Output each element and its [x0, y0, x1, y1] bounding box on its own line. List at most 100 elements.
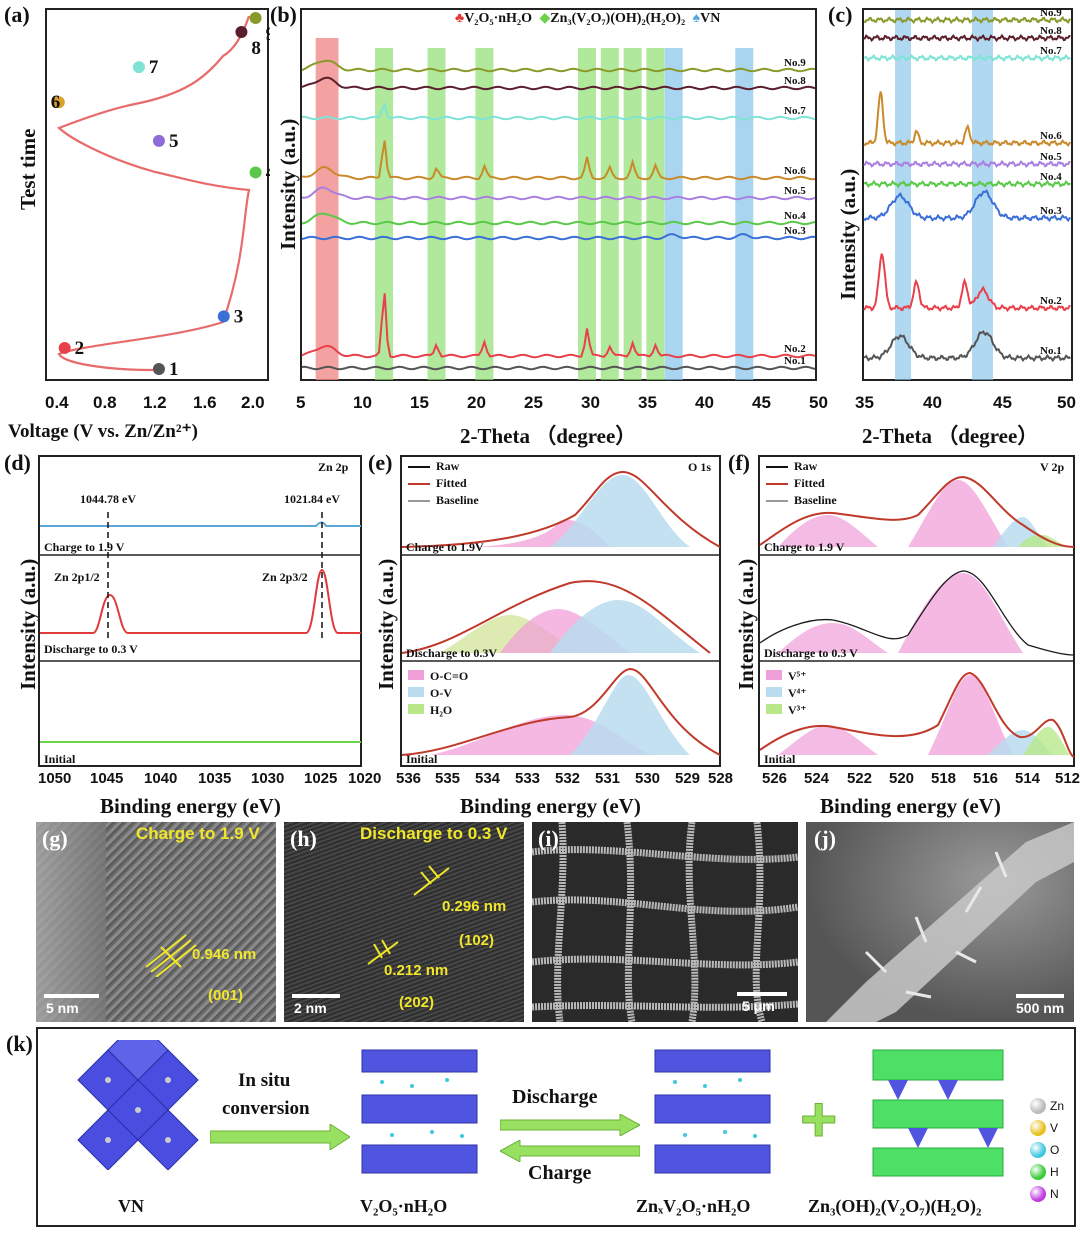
atom-legend-item: V [1030, 1117, 1074, 1139]
atom-label: V [1050, 1121, 1059, 1135]
d-state-initial: Initial [44, 752, 76, 766]
panel-d-plot [38, 455, 362, 767]
sem-image-j: (j) 500 nm [806, 822, 1074, 1022]
k-plus: + [799, 1083, 838, 1156]
atom-label: Zn [1050, 1099, 1065, 1113]
a-xtick: 0.4 [45, 393, 69, 412]
b-band-zn [646, 48, 665, 380]
b-band-vn [735, 48, 754, 380]
a-point-1 [152, 363, 165, 375]
panel-e-xlabel: Binding energy (eV) [460, 794, 641, 818]
panel-a-label: (a) [4, 2, 30, 27]
panel-f-plot [758, 455, 1075, 767]
f-xtick: 516 [973, 770, 999, 787]
k-charge: Charge [528, 1162, 592, 1184]
a-point-label-2: 2 [75, 338, 85, 359]
a-point-6 [52, 96, 65, 109]
f-legend-fitted: Fitted [766, 475, 837, 492]
panel-d-xlabel: Binding energy (eV) [100, 794, 281, 818]
panel-c-xlabel: 2-Theta （degree） [862, 424, 1039, 448]
c-curve [863, 253, 1071, 313]
h-scale: 2 nm [294, 1000, 327, 1016]
b-band-zn [578, 48, 596, 380]
g-plane: (001) [208, 987, 244, 1004]
atom-legend-item: H [1030, 1161, 1074, 1183]
a-point-label-4: 4 [266, 162, 270, 183]
e-legend-ocoo: O-C=O [408, 668, 468, 685]
f-xtick: 512 [1055, 770, 1080, 787]
legend-v2o5: V₂O₅·nH₂O [464, 11, 533, 26]
panel-c-label: (c) [828, 2, 853, 27]
panel-b-plot: No.9 No.8 No.7 No.6 No.5 No.4 No.3 No.2No.1 [300, 8, 817, 381]
c-curve [863, 159, 1071, 169]
c-xtick: 45 [993, 393, 1012, 412]
tem-image-h: (h) Discharge to 0.3 V 0.296 nm (102) 0.… [284, 822, 524, 1022]
f-legend-v3: V³⁺ [766, 702, 807, 719]
panel-a-plot: 1 2 3 4 5 6 7 89 [45, 8, 270, 381]
b-curve [301, 140, 816, 181]
c-curve-label: No.9 [1040, 8, 1062, 19]
c-curve [863, 91, 1072, 148]
e-legend-fitted-label: Fitted [436, 476, 467, 490]
e-legend-raw-label: Raw [436, 459, 460, 473]
panel-f-ylabel: Intensity (a.u.) [734, 558, 758, 690]
d-zn12: Zn 2p1/2 [54, 570, 100, 584]
f-xtick: 522 [847, 770, 873, 787]
atom-legend-item: Zn [1030, 1095, 1074, 1117]
e-legend-baseline-label: Baseline [436, 493, 479, 507]
panel-b-legend: ♣V₂O₅·nH₂O ◆Zn₃(V₂O₇)(OH)₂(H₂O)₂ ♠VN [455, 10, 720, 27]
e-xtick: 534 [475, 770, 501, 787]
f-legend-v5-label: V⁵⁺ [788, 669, 807, 683]
a-point-7 [132, 61, 145, 74]
c-curve-label: No.5 [1040, 151, 1062, 163]
panel-b-xlabel: 2-Theta （degree） [460, 424, 637, 448]
e-xtick: 530 [635, 770, 661, 787]
b-band-vn [664, 48, 683, 380]
k-name-v2o5: V₂O₅·nH₂O [360, 1196, 448, 1216]
panel-a-ylabel: Test time [16, 128, 40, 210]
d-xtick: 1030 [251, 770, 285, 787]
e-legend-baseline: Baseline [408, 492, 479, 509]
b-xtick: 45 [752, 393, 771, 412]
h-plane2: (202) [399, 994, 435, 1011]
h-d2: 0.212 nm [384, 962, 449, 979]
f-legend-raw-label: Raw [794, 459, 818, 473]
b-curve [301, 365, 816, 371]
panel-e-label: (e) [368, 450, 393, 475]
atom-h-icon [1030, 1164, 1046, 1180]
a-point-8 [235, 26, 248, 39]
c-xtick: 50 [1057, 393, 1076, 412]
b-curve [301, 186, 816, 201]
f-legend-baseline: Baseline [766, 492, 837, 509]
panel-c-xticks: 35 40 45 50 [855, 393, 1080, 415]
f-xtick: 520 [889, 770, 915, 787]
c-curve-label: No.7 [1040, 45, 1062, 57]
c-curve-label: No.6 [1040, 130, 1062, 142]
zn3-crystal-icon [872, 1049, 1004, 1177]
d-peak1: 1044.78 eV [80, 492, 136, 506]
sem-image-i: (i) 5 μm [532, 822, 798, 1022]
f-legend-v4: V⁴⁺ [766, 685, 807, 702]
f-xtick: 526 [762, 770, 788, 787]
atom-label: N [1050, 1187, 1059, 1201]
f-xtick: 514 [1015, 770, 1041, 787]
c-xtick: 40 [923, 393, 942, 412]
legend-v2o5-symbol: ♣ [455, 11, 465, 26]
f-state-discharge: Discharge to 0.3 V [764, 646, 858, 660]
b-curve-label: No.5 [784, 185, 806, 197]
v2o5-crystal-icon [361, 1049, 478, 1174]
panel-b-label: (b) [270, 2, 297, 27]
b-band-zn [600, 48, 619, 380]
c-curve-label: No.8 [1040, 25, 1062, 37]
a-xtick: 1.2 [143, 393, 167, 412]
b-xtick: 35 [638, 393, 657, 412]
f-xtick: 518 [931, 770, 957, 787]
a-xtick: 0.8 [93, 393, 117, 412]
panel-k-frame: (k) [6, 1027, 1076, 1227]
h-plane1: (102) [459, 932, 495, 949]
f-legend-v3-label: V³⁺ [788, 703, 807, 717]
d-xtick: 1045 [90, 770, 124, 787]
b-curve-label: No.4 [784, 210, 806, 222]
k-label: (k) [6, 1031, 33, 1056]
a-point-label-8: 8 [251, 38, 261, 59]
